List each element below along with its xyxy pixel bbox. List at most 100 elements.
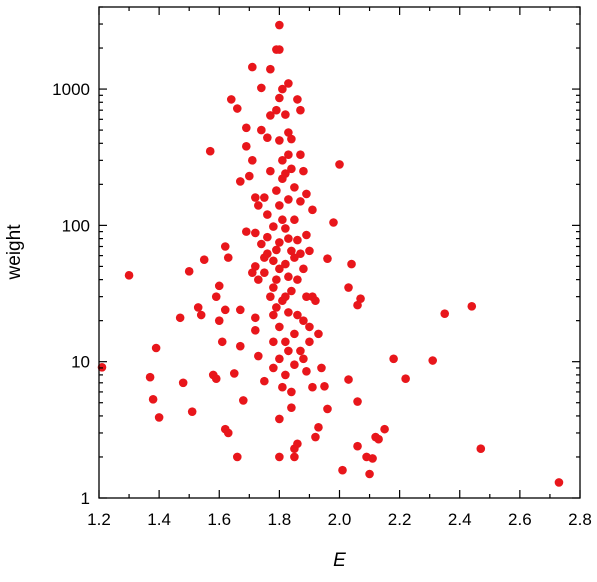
data-point	[389, 354, 398, 364]
data-point	[281, 259, 290, 269]
data-point	[217, 337, 227, 347]
data-point	[356, 294, 365, 303]
x-tick-label: 2.6	[508, 510, 532, 529]
data-point	[287, 164, 296, 174]
data-point	[353, 300, 362, 310]
plot-frame	[98, 6, 581, 499]
data-point	[184, 267, 194, 276]
data-point	[151, 343, 161, 353]
data-point	[374, 434, 383, 444]
data-point	[284, 195, 293, 204]
data-point	[263, 210, 272, 219]
data-point	[254, 351, 263, 361]
data-point	[323, 254, 332, 263]
data-point	[305, 246, 314, 256]
data-point	[263, 249, 272, 258]
data-point	[269, 337, 278, 347]
data-point	[266, 166, 275, 176]
data-point	[251, 228, 260, 238]
data-point	[287, 134, 296, 144]
data-point	[251, 193, 260, 202]
data-point	[317, 363, 326, 373]
data-point	[314, 329, 323, 339]
data-point	[226, 95, 236, 104]
data-point	[293, 310, 302, 320]
x-tick-label: 2.8	[568, 510, 592, 529]
data-point	[311, 296, 320, 306]
data-point	[353, 397, 362, 406]
data-point	[284, 79, 293, 88]
data-point	[257, 125, 266, 135]
y-tick-label: 10	[71, 353, 90, 372]
data-point	[293, 275, 302, 284]
tick-labels-layer: 1.2 1.4 1.6 1.8 2.0 2.2 2.4 2.6 2.8 1 10 100 1000	[52, 80, 592, 529]
data-point	[284, 234, 293, 243]
data-point	[269, 222, 278, 231]
x-tick-label: 1.2	[87, 510, 111, 529]
data-point	[272, 275, 281, 284]
data-point	[278, 84, 287, 94]
data-point	[338, 465, 347, 475]
data-point	[278, 215, 287, 225]
data-point	[232, 104, 242, 113]
data-point	[275, 45, 284, 54]
data-point	[290, 183, 299, 192]
data-point	[281, 370, 290, 380]
data-point	[290, 215, 299, 225]
data-point	[251, 313, 260, 323]
data-point	[263, 232, 272, 242]
ticks-layer	[98, 6, 581, 499]
data-point	[97, 362, 107, 372]
data-point	[248, 156, 257, 165]
data-point	[242, 142, 251, 151]
data-point	[272, 105, 281, 115]
data-point	[275, 264, 284, 274]
data-point	[476, 444, 486, 453]
x-tick-label: 1.8	[268, 510, 292, 529]
data-point	[299, 354, 308, 364]
data-point	[305, 337, 314, 347]
data-point	[199, 255, 209, 265]
data-point	[368, 454, 377, 463]
data-point	[214, 281, 224, 291]
data-point	[245, 171, 254, 181]
data-point	[287, 246, 296, 256]
data-point	[554, 478, 564, 487]
data-point	[275, 354, 284, 364]
data-point	[302, 230, 311, 240]
data-point	[251, 325, 260, 335]
data-point	[232, 452, 242, 462]
data-point	[248, 62, 257, 72]
data-point	[154, 413, 164, 422]
data-point	[275, 201, 284, 210]
data-point	[278, 382, 287, 392]
x-tick-label: 2.4	[448, 510, 472, 529]
data-point	[296, 150, 305, 159]
data-point	[266, 64, 275, 74]
data-point	[260, 376, 269, 386]
y-axis-title: weight	[4, 224, 25, 281]
data-point	[257, 83, 266, 93]
data-point	[302, 292, 311, 301]
data-point	[281, 169, 290, 178]
data-point	[302, 367, 311, 376]
data-point	[266, 111, 275, 120]
data-point	[290, 452, 299, 462]
data-point	[344, 283, 353, 292]
data-point	[223, 428, 233, 438]
data-point	[235, 305, 245, 315]
data-point	[178, 378, 188, 388]
data-point	[242, 227, 251, 236]
data-point	[365, 469, 374, 479]
data-point	[175, 313, 185, 323]
data-point	[296, 105, 305, 115]
data-point	[229, 369, 239, 378]
data-point	[290, 360, 299, 370]
data-point	[308, 382, 317, 392]
data-point	[220, 305, 230, 315]
data-point	[287, 403, 296, 412]
data-point	[311, 432, 320, 442]
y-tick-label: 1	[81, 489, 90, 508]
data-point	[235, 341, 245, 351]
data-point	[223, 253, 233, 262]
